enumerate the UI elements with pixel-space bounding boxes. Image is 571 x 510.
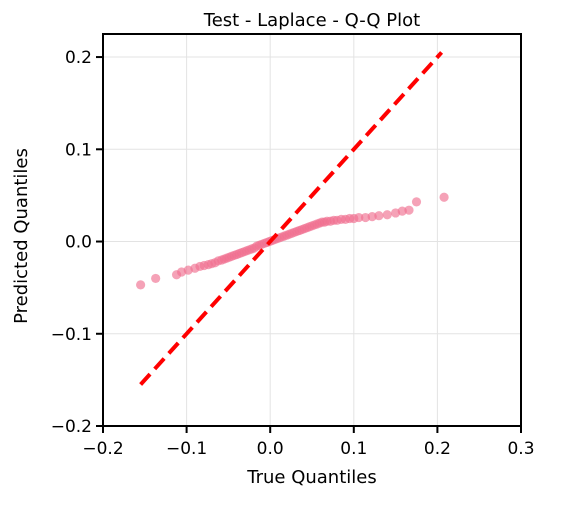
plot-frame	[102, 33, 522, 427]
chart-title: Test - Laplace - Q-Q Plot	[203, 10, 420, 31]
scatter-point	[411, 197, 422, 207]
x-axis-ticks: −0.2 −0.1 0.0 0.1 0.2 0.3	[82, 426, 535, 459]
x-tick-label: 0.3	[507, 439, 534, 459]
reference-line-group	[139, 51, 444, 386]
y-tick-label: −0.2	[51, 417, 92, 437]
x-tick-label: 0.0	[257, 439, 284, 459]
scatter-point	[354, 212, 364, 223]
x-tick-label: −0.1	[166, 439, 207, 459]
y-tick-label: 0.2	[65, 48, 92, 68]
scatter-point	[439, 192, 449, 202]
x-tick-label: 0.2	[424, 439, 451, 459]
y-tick-label: −0.1	[51, 325, 92, 345]
scatter-point	[151, 273, 161, 284]
scatter-point	[382, 210, 392, 220]
scatter-points	[136, 192, 449, 290]
x-axis-label: True Quantiles	[246, 467, 376, 488]
x-tick-label: 0.1	[340, 439, 367, 459]
scatter-point	[374, 211, 384, 221]
y-axis-ticks: −0.2 −0.1 0.0 0.1 0.2	[51, 48, 103, 437]
reference-line	[139, 51, 444, 386]
y-axis-label: Predicted Quantiles	[11, 148, 32, 324]
scatter-point	[404, 205, 414, 215]
y-tick-label: 0.1	[65, 140, 92, 160]
y-tick-label: 0.0	[65, 233, 92, 253]
x-tick-label: −0.2	[82, 439, 123, 459]
scatter-point	[136, 280, 146, 290]
